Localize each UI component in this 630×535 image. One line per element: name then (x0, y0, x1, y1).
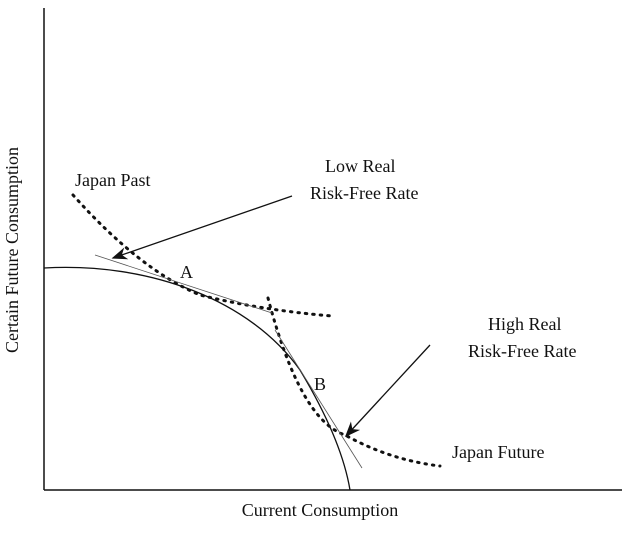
tangent-line-b (274, 329, 363, 469)
x-axis-label: Current Consumption (242, 500, 399, 520)
point-label: A (180, 262, 193, 282)
frontier-curve (43, 266, 351, 491)
annotation: Risk-Free Rate (310, 183, 418, 203)
annotation: High Real (488, 314, 562, 334)
annotation: Low Real (325, 156, 395, 176)
y-axis-label: Certain Future Consumption (2, 147, 22, 353)
arrow-low (111, 195, 293, 260)
curve-label: Japan Future (452, 442, 544, 462)
annotation: Risk-Free Rate (468, 341, 576, 361)
curve-label: Japan Past (75, 170, 151, 190)
past-indifference-curve (71, 193, 334, 318)
tangent-line-a (94, 254, 273, 314)
arrow-high (344, 344, 431, 438)
point-label: B (314, 374, 326, 394)
future-indifference-curve (266, 296, 442, 468)
